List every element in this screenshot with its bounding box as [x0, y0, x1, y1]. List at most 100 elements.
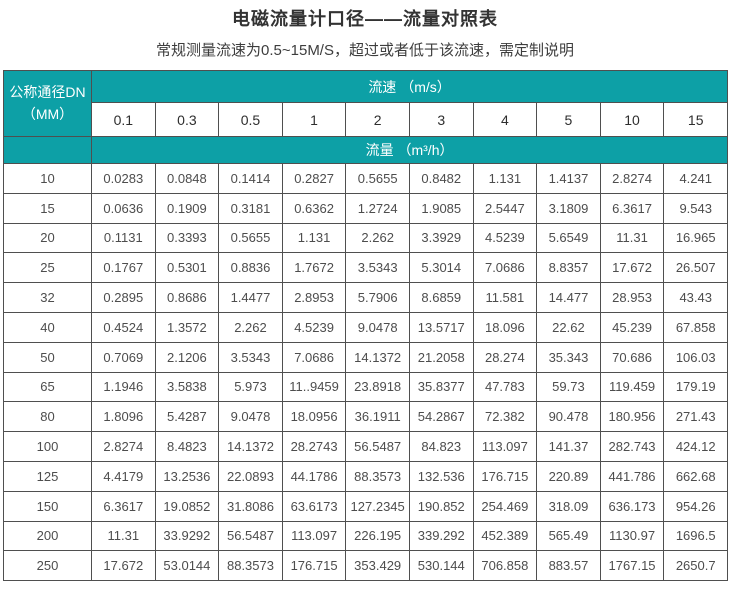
flow-cell: 88.3573 [345, 460, 410, 492]
dn-cell: 125 [3, 460, 92, 492]
flow-cell: 2.5447 [472, 192, 538, 224]
flow-cell: 530.144 [408, 550, 474, 582]
flow-cell: 0.5655 [218, 222, 283, 254]
velocity-value-cell: 5 [536, 102, 601, 137]
flow-cell: 883.57 [536, 550, 601, 582]
flow-cell: 5.7906 [345, 282, 410, 313]
flow-cell: 72.382 [472, 401, 538, 433]
table-row: 80 1.8096 5.4287 9.0478 18.0956 36.1911 54.286… [3, 401, 729, 433]
flow-cell: 353.429 [345, 550, 410, 582]
flow-cell: 26.507 [663, 252, 729, 284]
flow-cell: 282.743 [599, 431, 665, 462]
flow-cell: 14.1372 [218, 431, 283, 462]
flow-cell: 2.8274 [91, 431, 156, 462]
flow-cell: 0.1909 [154, 192, 220, 224]
dn-cell: 50 [3, 341, 92, 373]
dn-cell: 100 [3, 431, 92, 462]
flow-cell: 23.8918 [345, 371, 410, 403]
flow-cell: 84.823 [408, 431, 474, 462]
flow-cell: 2.262 [345, 222, 410, 254]
flow-cell: 565.49 [536, 520, 601, 552]
flow-cell: 33.9292 [154, 520, 220, 552]
flow-rate-table: 公称通径DN （MM） 流速 （m/s） 0.1 0.3 0.5 1 2 3 4 5 10 15 … [3, 70, 729, 582]
velocity-value-cell: 10 [599, 102, 665, 137]
velocity-value-cell: 4 [472, 102, 538, 137]
dn-cell: 32 [3, 282, 92, 313]
flow-cell: 0.0283 [91, 163, 156, 194]
flow-cell: 90.478 [536, 401, 601, 433]
flow-cell: 1.9085 [408, 192, 474, 224]
dn-cell: 20 [3, 222, 92, 254]
flow-cell: 0.8482 [408, 163, 474, 194]
flow-cell: 18.0956 [281, 401, 347, 433]
flow-cell: 0.1414 [218, 163, 283, 194]
flow-cell: 59.73 [536, 371, 601, 403]
header-row-flow-label: 流量 （m³/h） [3, 136, 729, 164]
flow-cell: 662.68 [663, 460, 729, 492]
flow-cell: 67.858 [663, 311, 729, 343]
flow-cell: 339.292 [408, 520, 474, 552]
flow-cell: 9.0478 [218, 401, 283, 433]
flow-cell: 9.0478 [345, 311, 410, 343]
flow-cell: 706.858 [472, 550, 538, 582]
flow-cell: 56.5487 [218, 520, 283, 552]
flow-cell: 5.6549 [536, 222, 601, 254]
flow-cell: 0.6362 [281, 192, 347, 224]
flow-cell: 141.37 [536, 431, 601, 462]
flow-cell: 176.715 [472, 460, 538, 492]
dn-cell: 65 [3, 371, 92, 403]
flow-cell: 53.0144 [154, 550, 220, 582]
flow-cell: 47.783 [472, 371, 538, 403]
flow-cell: 113.097 [472, 431, 538, 462]
flow-cell: 8.8357 [536, 252, 601, 284]
flow-cell: 636.173 [599, 490, 665, 522]
table-row: 40 0.4524 1.3572 2.262 4.5239 9.0478 13.5717 18… [3, 311, 729, 343]
flow-cell: 1.4137 [536, 163, 601, 194]
flow-cell: 13.2536 [154, 460, 220, 492]
flow-cell: 11..9459 [281, 371, 347, 403]
flow-cell: 1.3572 [154, 311, 220, 343]
flow-cell: 226.195 [345, 520, 410, 552]
flow-cell: 22.0893 [218, 460, 283, 492]
flow-cell: 318.09 [536, 490, 601, 522]
dn-cell: 80 [3, 401, 92, 433]
table-row: 200 11.31 33.9292 56.5487 113.097 226.195 339.… [3, 520, 729, 552]
flow-unit-header: 流量 （m³/h） [90, 136, 729, 164]
flow-cell: 11.31 [91, 520, 156, 552]
flow-cell: 5.4287 [154, 401, 220, 433]
flow-cell: 2.262 [218, 311, 283, 343]
flow-cell: 6.3617 [599, 192, 665, 224]
flow-cell: 8.4823 [154, 431, 220, 462]
flow-cell: 11.31 [599, 222, 665, 254]
page-title: 电磁流量计口径——流量对照表 [232, 9, 498, 29]
flow-cell: 0.5655 [345, 163, 410, 194]
flow-cell: 176.715 [281, 550, 347, 582]
flow-cell: 3.1809 [536, 192, 601, 224]
flow-cell: 0.8686 [154, 282, 220, 313]
flow-cell: 0.7069 [91, 341, 156, 373]
flow-cell: 0.5301 [154, 252, 220, 284]
flow-cell: 7.0686 [281, 341, 347, 373]
table-row: 100 2.8274 8.4823 14.1372 28.2743 56.5487 84.8… [3, 431, 729, 462]
flow-cell: 1767.15 [599, 550, 665, 582]
flow-cell: 452.389 [472, 520, 538, 552]
flow-cell: 11.581 [472, 282, 538, 313]
flow-cell: 0.0848 [154, 163, 220, 194]
header-row-velocity-values: 0.1 0.3 0.5 1 2 3 4 5 10 15 [4, 102, 729, 137]
flow-cell: 36.1911 [345, 401, 410, 433]
dn-cell: 15 [3, 192, 92, 224]
flow-cell: 21.2058 [408, 341, 474, 373]
flow-cell: 1.131 [281, 222, 347, 254]
flow-cell: 0.1131 [91, 222, 156, 254]
dn-cell: 150 [3, 490, 92, 522]
flow-cell: 1.8096 [91, 401, 156, 433]
flow-cell: 28.953 [599, 282, 665, 313]
flow-cell: 7.0686 [472, 252, 538, 284]
flow-label-spacer-cell [3, 136, 92, 164]
table-row: 150 6.3617 19.0852 31.8086 63.6173 127.2345 19… [3, 490, 729, 522]
velocity-value-cell: 15 [663, 102, 729, 137]
flow-cell: 1.4477 [218, 282, 283, 313]
flow-cell: 17.672 [599, 252, 665, 284]
velocity-value-cell: 2 [345, 102, 410, 137]
flow-cell: 43.43 [663, 282, 729, 313]
